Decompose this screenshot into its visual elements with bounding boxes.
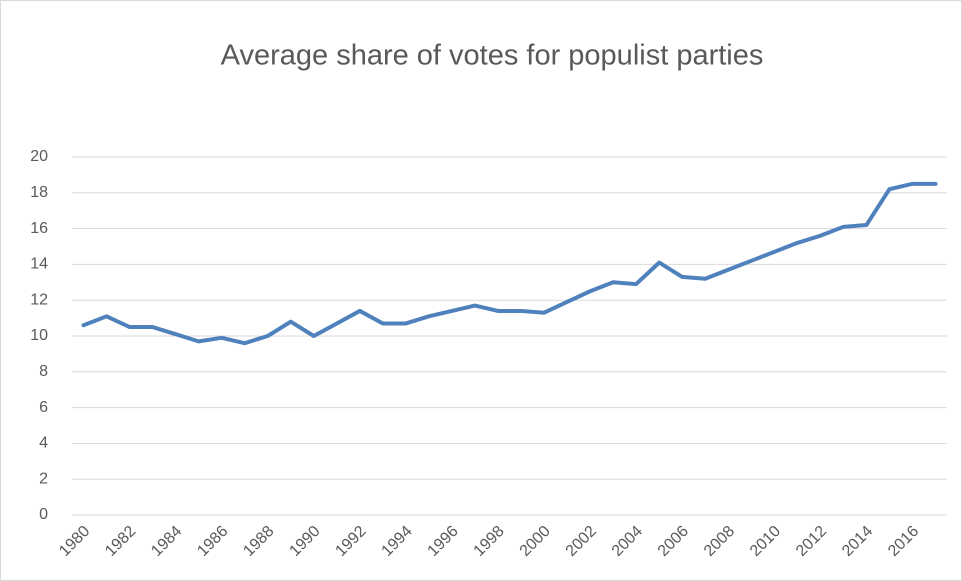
- y-tick-label: 10: [30, 327, 48, 344]
- y-tick-label: 16: [30, 220, 48, 237]
- y-tick-label: 12: [30, 291, 48, 308]
- y-tick-label: 20: [30, 148, 48, 165]
- y-tick-label: 6: [39, 399, 48, 416]
- y-tick-label: 14: [30, 256, 48, 273]
- y-tick-label: 18: [30, 184, 48, 201]
- y-tick-label: 0: [39, 506, 48, 523]
- y-tick-label: 4: [39, 435, 48, 452]
- y-tick-label: 2: [39, 470, 48, 487]
- chart-title: Average share of votes for populist part…: [221, 40, 764, 72]
- line-series: [81, 181, 938, 346]
- y-tick-label: 8: [39, 363, 48, 380]
